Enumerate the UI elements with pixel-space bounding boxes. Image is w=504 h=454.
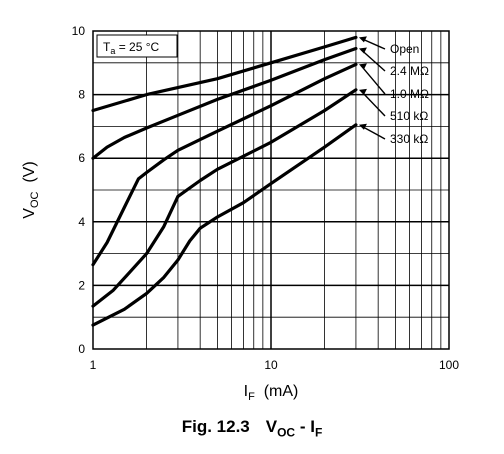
y-tick-label: 4 (78, 215, 85, 229)
series-label: 1.0 MΩ (390, 87, 429, 101)
caption-separator: - (295, 417, 311, 436)
y-tick-label: 10 (72, 24, 86, 38)
figure-number: Fig. 12.3 (181, 417, 250, 436)
x-tick-label: 1 (90, 358, 97, 372)
leader-arrow (358, 47, 367, 54)
series-line-330-k (91, 123, 358, 327)
series-line-2-4-m (91, 46, 358, 160)
leader-line (360, 48, 386, 72)
chart-svg: 0 2 4 6 8 10 1 10 100 Open 2.4 MΩ 1.0 MΩ 510 kΩ 330 … (21, 24, 460, 403)
x-axis-title: IF (mA) (244, 383, 299, 403)
y-tick-label: 6 (78, 151, 85, 165)
caption-title-if: IF (310, 417, 323, 440)
leader-arrow (358, 123, 367, 130)
y-tick-label: 0 (78, 342, 85, 356)
series-label: Open (390, 42, 419, 56)
leader-arrow (358, 88, 367, 95)
leader-line (360, 64, 386, 95)
plot-frame (92, 30, 450, 350)
series-label: 2.4 MΩ (390, 64, 429, 78)
annotation-text: Ta = 25 °C (103, 40, 160, 56)
series-lines (91, 35, 358, 327)
x-tick-label: 100 (439, 358, 459, 372)
series-labels: Open 2.4 MΩ 1.0 MΩ 510 kΩ 330 kΩ (358, 36, 429, 146)
y-tick-label: 8 (78, 88, 85, 102)
figure-caption: Fig. 12.3 VOC - IF (0, 417, 504, 439)
y-axis-title-text: VOC (V) (21, 161, 41, 218)
leader-line (360, 90, 386, 117)
series-line-open (91, 35, 358, 113)
y-tick-label: 2 (78, 278, 85, 292)
y-axis-title: VOC (V) (21, 161, 41, 218)
grid-lines (93, 31, 449, 349)
leader-line (360, 125, 386, 140)
tick-labels: 0 2 4 6 8 10 1 10 100 (72, 24, 460, 372)
series-line-1-0-m (91, 62, 358, 267)
annotation-box (96, 34, 178, 58)
leader-arrow (358, 36, 367, 43)
temperature-annotation: Ta = 25 °C (96, 34, 178, 58)
caption-title-voc: VOC (265, 417, 296, 440)
series-label: 330 kΩ (390, 132, 428, 146)
x-tick-label: 10 (264, 358, 278, 372)
series-line-510-k (91, 88, 358, 308)
series-label: 510 kΩ (390, 109, 428, 123)
leader-arrow (358, 63, 367, 70)
